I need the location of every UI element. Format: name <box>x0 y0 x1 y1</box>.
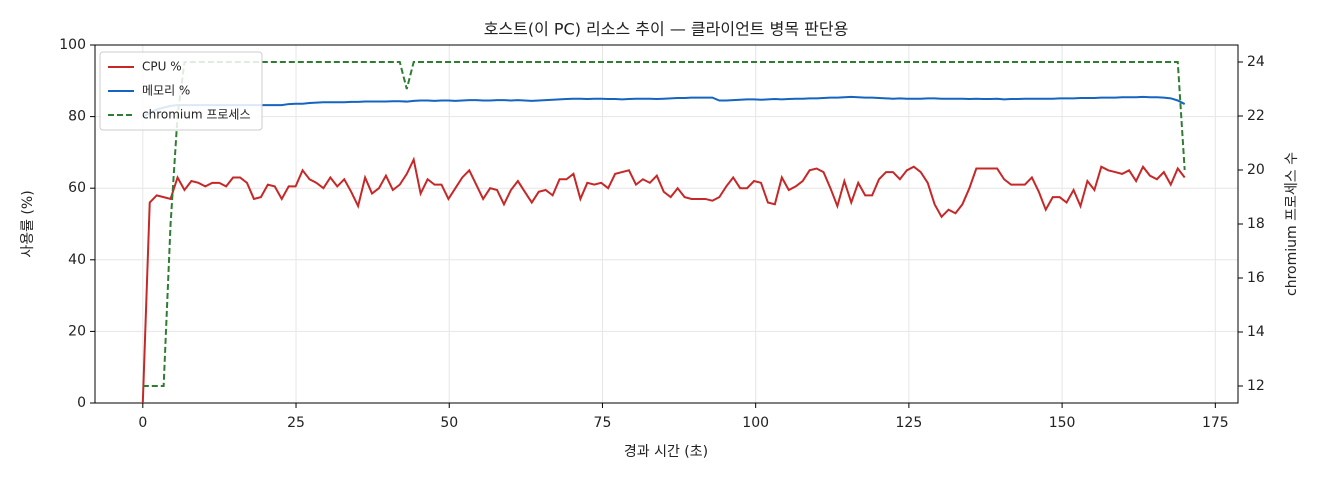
y2-tick-label: 12 <box>1247 378 1265 394</box>
chart-title: 호스트(이 PC) 리소스 추이 — 클라이언트 병목 판단용 <box>484 20 849 39</box>
y-tick-label: 0 <box>77 395 86 411</box>
y-tick-label: 40 <box>68 252 86 268</box>
x-tick-label: 75 <box>594 415 612 431</box>
y-axis-label: 사용률 (%) <box>20 190 36 257</box>
x-axis-label: 경과 시간 (초) <box>624 444 708 460</box>
legend-label: 메모리 % <box>142 84 190 98</box>
x-tick-label: 100 <box>742 415 769 431</box>
y2-axis-label: chromium 프로세스 수 <box>1284 152 1300 296</box>
legend-label: chromium 프로세스 <box>142 108 251 122</box>
x-tick-label: 25 <box>287 415 305 431</box>
x-tick-label: 0 <box>138 415 147 431</box>
x-tick-label: 125 <box>896 415 923 431</box>
x-tick-label: 175 <box>1202 415 1229 431</box>
y-tick-label: 60 <box>68 180 86 196</box>
y2-tick-label: 16 <box>1247 270 1265 286</box>
x-tick-label: 150 <box>1049 415 1076 431</box>
y2-tick-label: 22 <box>1247 108 1265 124</box>
y2-tick-label: 24 <box>1247 54 1265 70</box>
plot-frame <box>94 44 1239 404</box>
y2-tick-label: 20 <box>1247 162 1265 178</box>
y-tick-label: 100 <box>59 37 86 53</box>
y2-tick-label: 14 <box>1247 324 1265 340</box>
y-tick-label: 80 <box>68 109 86 125</box>
series-line <box>142 61 1186 387</box>
y-tick-label: 20 <box>68 323 86 339</box>
series-line <box>142 95 1186 118</box>
x-tick-label: 50 <box>440 415 458 431</box>
y2-tick-label: 18 <box>1247 216 1265 232</box>
legend-label: CPU % <box>142 60 182 74</box>
legend-box <box>99 51 263 131</box>
series-line <box>141 156 1186 403</box>
